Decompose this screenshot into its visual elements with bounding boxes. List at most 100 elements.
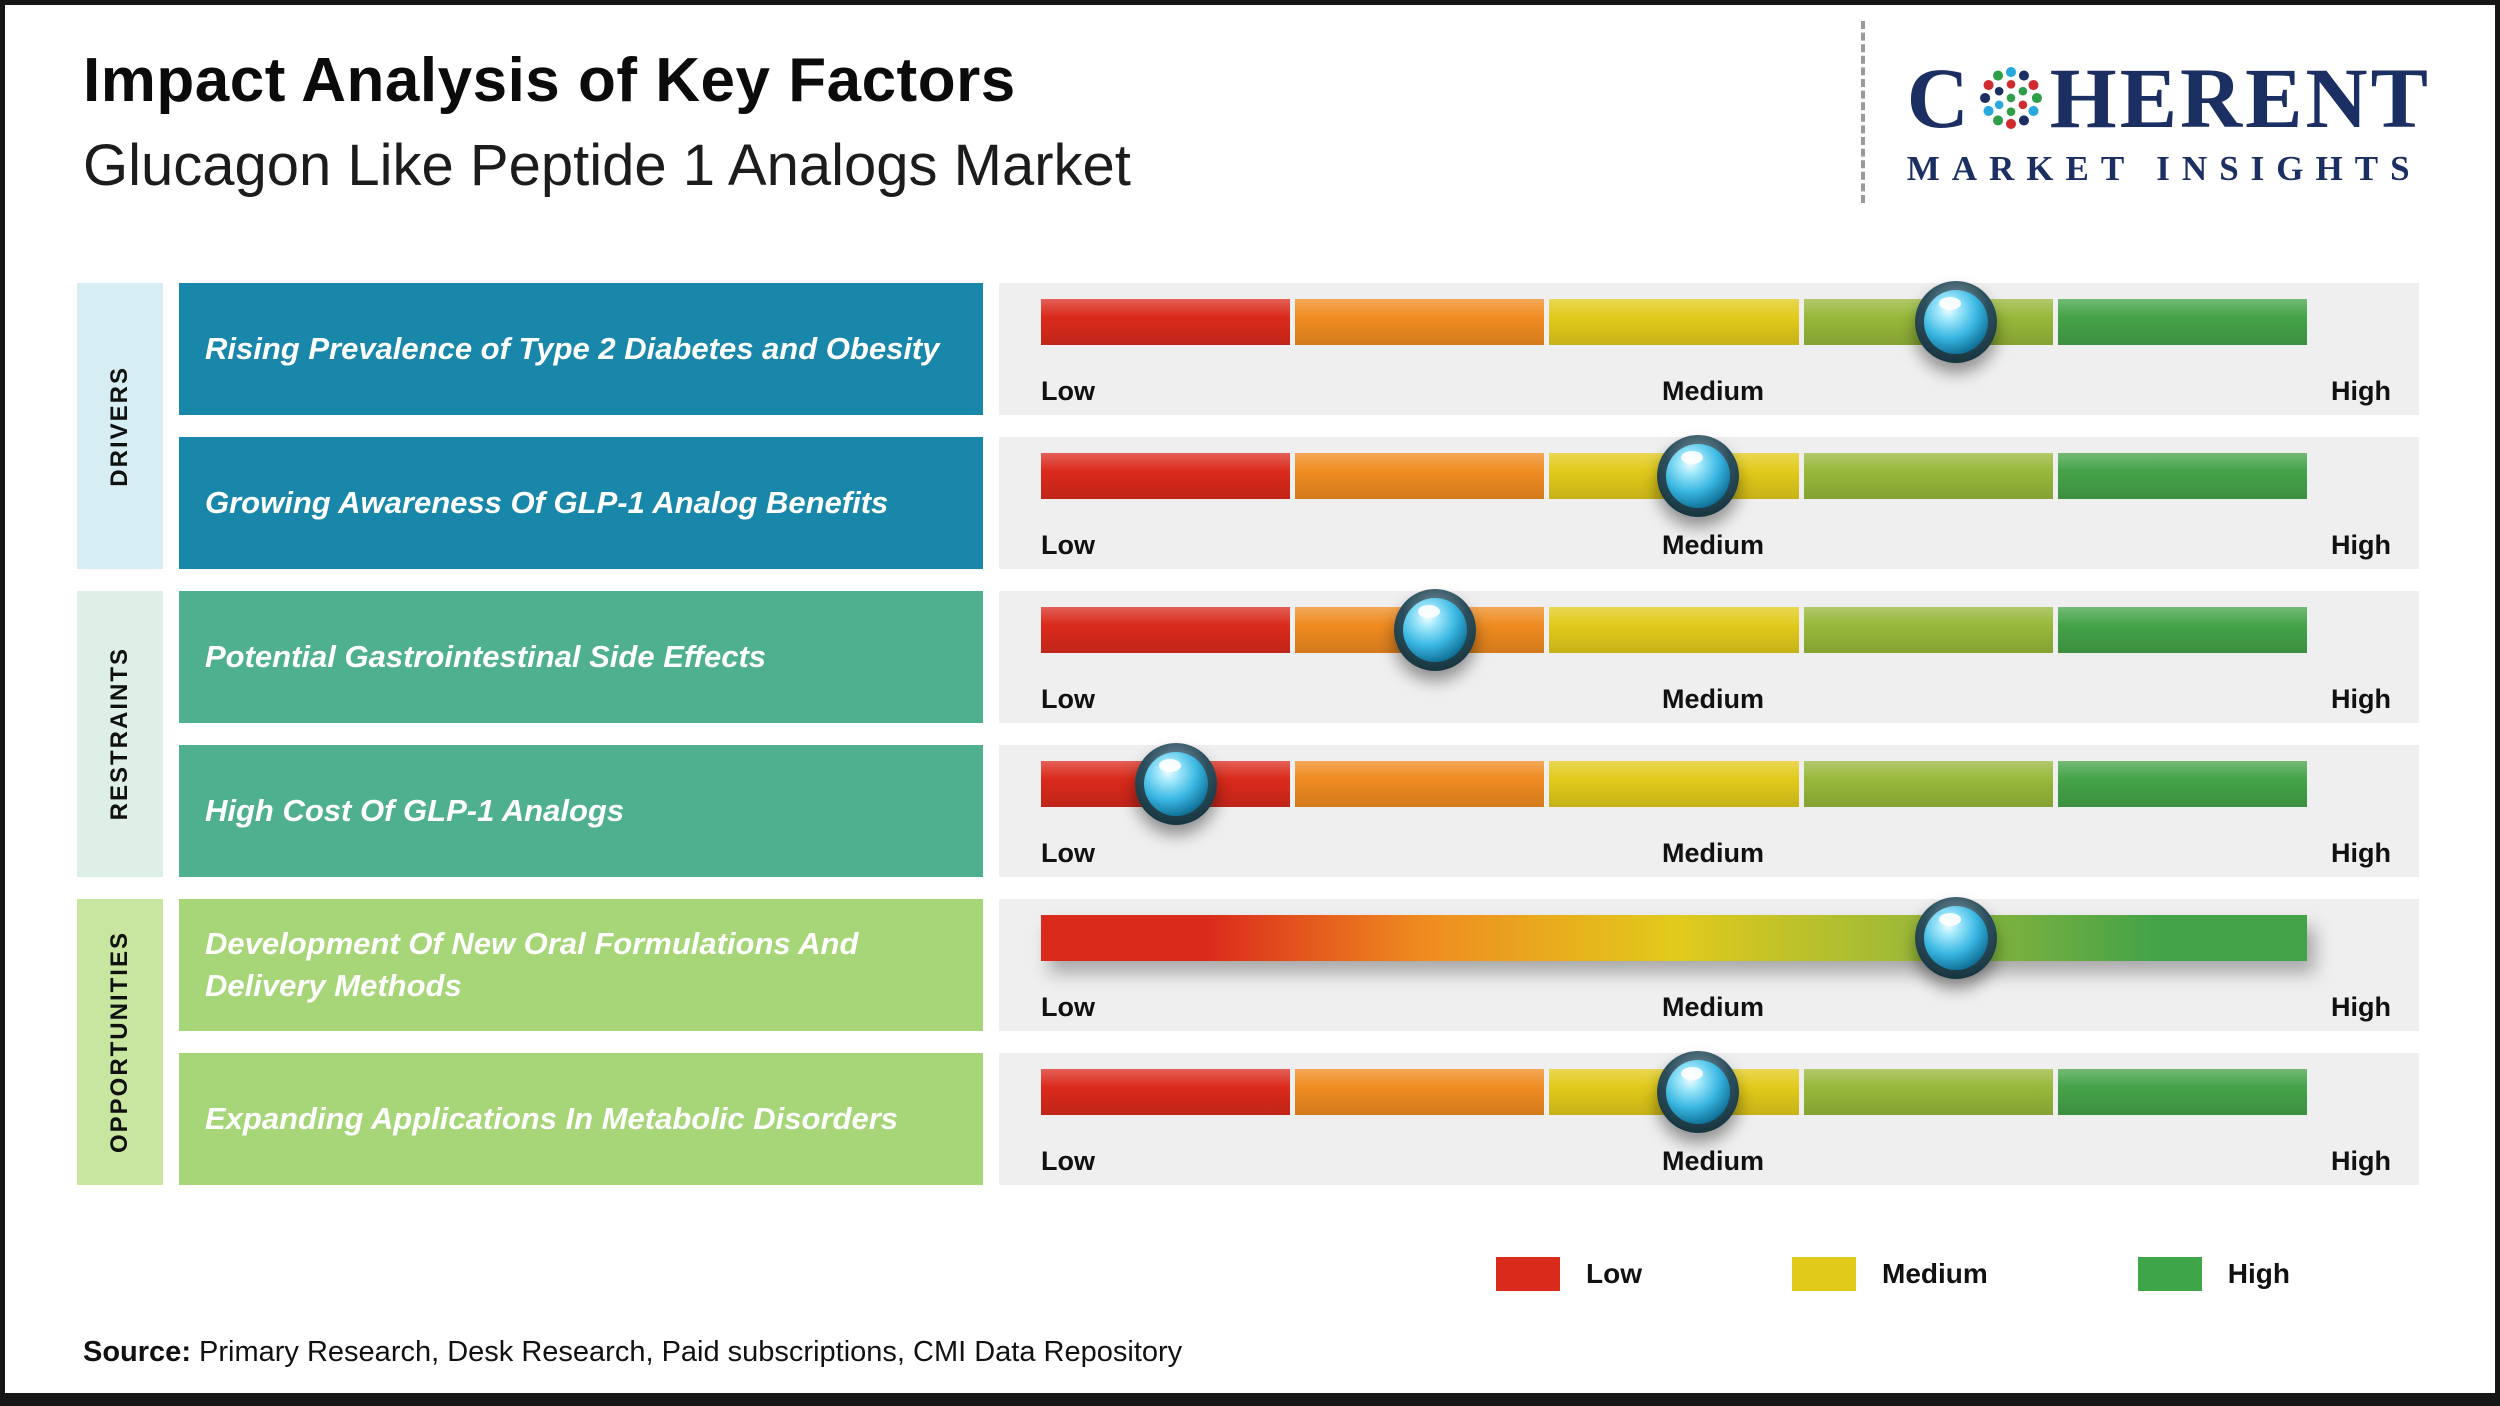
legend-item-high: High — [2137, 1257, 2290, 1291]
bar-segment-5 — [2057, 607, 2308, 653]
impact-marker — [1135, 743, 1218, 825]
scale-label-low: Low — [1041, 992, 1095, 1022]
impact-marker — [1915, 281, 1998, 363]
legend-label: High — [2227, 1258, 2290, 1289]
scale-label-low: Low — [1041, 838, 1095, 868]
legend-item-medium: Medium — [1792, 1257, 1988, 1291]
bar-segment-5 — [2057, 453, 2308, 499]
legend-item-low: Low — [1496, 1257, 1642, 1291]
scale-label-high: High — [2330, 530, 2391, 560]
scale-label-high: High — [2330, 684, 2391, 714]
bar-segment-4 — [1803, 1069, 2053, 1115]
scale-labels: Low Medium High — [1041, 530, 2391, 561]
bar-segment-5 — [2057, 1069, 2308, 1115]
logo-divider — [1861, 21, 1865, 203]
cmi-logo: C HERENT MARKET INSIGHTS — [1907, 55, 2431, 189]
legend-label: Medium — [1882, 1258, 1988, 1289]
scale-labels: Low Medium High — [1041, 376, 2391, 407]
category-label: DRIVERS — [106, 365, 133, 487]
impact-chart: DRIVERS Rising Prevalence of Type 2 Diabe… — [77, 281, 2419, 1185]
bar-segment-1 — [1041, 299, 1291, 345]
factor-box: Development Of New Oral Formulations And… — [179, 899, 983, 1031]
bar-segment-1 — [1041, 607, 1291, 653]
impact-bar-area: Low Medium High — [999, 743, 2419, 877]
impact-marker — [1915, 897, 1998, 979]
bar-segment-5 — [2057, 299, 2308, 345]
bar-segment-4 — [1803, 761, 2053, 807]
scale-label-high: High — [2330, 1146, 2391, 1176]
logo-o-icon — [1979, 67, 2042, 129]
logo-text-c: C — [1906, 50, 1972, 146]
factor-box: Growing Awareness Of GLP-1 Analog Benefi… — [179, 437, 983, 569]
impact-bar-area: Low Medium High — [999, 1051, 2419, 1185]
logo-tagline: MARKET INSIGHTS — [1906, 149, 2422, 188]
impact-bar — [1041, 589, 2308, 671]
bar-segment-3 — [1549, 607, 1799, 653]
bar-segment-4 — [1803, 607, 2053, 653]
impact-bar — [1041, 435, 2308, 517]
bar-segment-2 — [1295, 761, 1545, 807]
bar-segment-2 — [1295, 453, 1545, 499]
bar-segment-4 — [1803, 453, 2053, 499]
scale-labels: Low Medium High — [1041, 838, 2391, 869]
impact-marker — [1393, 589, 1476, 671]
bar-segment-3 — [1549, 299, 1799, 345]
factor-label: Growing Awareness Of GLP-1 Analog Benefi… — [205, 485, 889, 521]
legend-swatch-low — [1496, 1257, 1560, 1291]
scale-label-medium: Medium — [1661, 530, 1764, 560]
factor-box: Potential Gastrointestinal Side Effects — [179, 591, 983, 723]
factor-label: Rising Prevalence of Type 2 Diabetes and… — [205, 331, 940, 367]
header: Impact Analysis of Key Factors Glucagon … — [83, 45, 1131, 199]
category-band-opportunities: OPPORTUNITIES — [77, 899, 163, 1185]
impact-bar-gradient — [1041, 915, 2307, 961]
scale-label-low: Low — [1041, 530, 1095, 560]
scale-label-high: High — [2330, 376, 2391, 406]
scale-label-medium: Medium — [1661, 992, 1764, 1022]
factor-label: Development Of New Oral Formulations And… — [205, 926, 859, 1003]
logo-text-herent: HERENT — [2049, 50, 2431, 146]
factor-box: High Cost Of GLP-1 Analogs — [179, 745, 983, 877]
category-label: RESTRAINTS — [106, 647, 133, 821]
impact-bar-area: Low Medium High — [999, 281, 2419, 415]
source-text: Primary Research, Desk Research, Paid su… — [190, 1336, 1183, 1368]
legend: Low Medium High — [1496, 1257, 2290, 1291]
factor-label: Expanding Applications In Metabolic Diso… — [205, 1101, 899, 1137]
factor-label: High Cost Of GLP-1 Analogs — [205, 793, 625, 829]
impact-bar — [1041, 897, 2307, 979]
impact-bar-area: Low Medium High — [999, 435, 2419, 569]
source-prefix: Source: — [83, 1336, 191, 1368]
bar-segment-2 — [1295, 1069, 1545, 1115]
category-band-drivers: DRIVERS — [77, 283, 163, 569]
impact-bar — [1041, 1051, 2308, 1133]
legend-swatch-medium — [1792, 1257, 1856, 1291]
page-subtitle: Glucagon Like Peptide 1 Analogs Market — [83, 133, 1131, 198]
page-title: Impact Analysis of Key Factors — [83, 46, 1016, 115]
bar-segment-2 — [1295, 299, 1545, 345]
category-label: OPPORTUNITIES — [106, 930, 133, 1154]
bar-segment-5 — [2057, 761, 2308, 807]
logo-wordmark: C HERENT — [1907, 55, 2431, 141]
legend-swatch-high — [2137, 1257, 2202, 1291]
factor-box: Expanding Applications In Metabolic Diso… — [179, 1053, 983, 1185]
scale-label-low: Low — [1041, 1146, 1095, 1176]
impact-bar-area: Low Medium High — [999, 897, 2419, 1031]
scale-label-low: Low — [1041, 376, 1095, 406]
bar-segment-1 — [1041, 453, 1291, 499]
bar-segment-1 — [1041, 1069, 1291, 1115]
scale-label-high: High — [2330, 992, 2391, 1022]
scale-labels: Low Medium High — [1041, 992, 2391, 1023]
impact-bar — [1041, 281, 2308, 363]
scale-label-high: High — [2330, 838, 2391, 868]
scale-label-medium: Medium — [1661, 1146, 1764, 1176]
scale-labels: Low Medium High — [1041, 1146, 2391, 1177]
scale-label-medium: Medium — [1661, 838, 1764, 868]
scale-labels: Low Medium High — [1041, 684, 2391, 715]
legend-label: Low — [1586, 1258, 1642, 1289]
factor-box: Rising Prevalence of Type 2 Diabetes and… — [179, 283, 983, 415]
category-band-restraints: RESTRAINTS — [77, 591, 163, 877]
impact-marker — [1657, 1051, 1740, 1133]
scale-label-low: Low — [1041, 684, 1095, 714]
source-note: Source: Primary Research, Desk Research,… — [83, 1336, 1182, 1369]
scale-label-medium: Medium — [1661, 684, 1764, 714]
